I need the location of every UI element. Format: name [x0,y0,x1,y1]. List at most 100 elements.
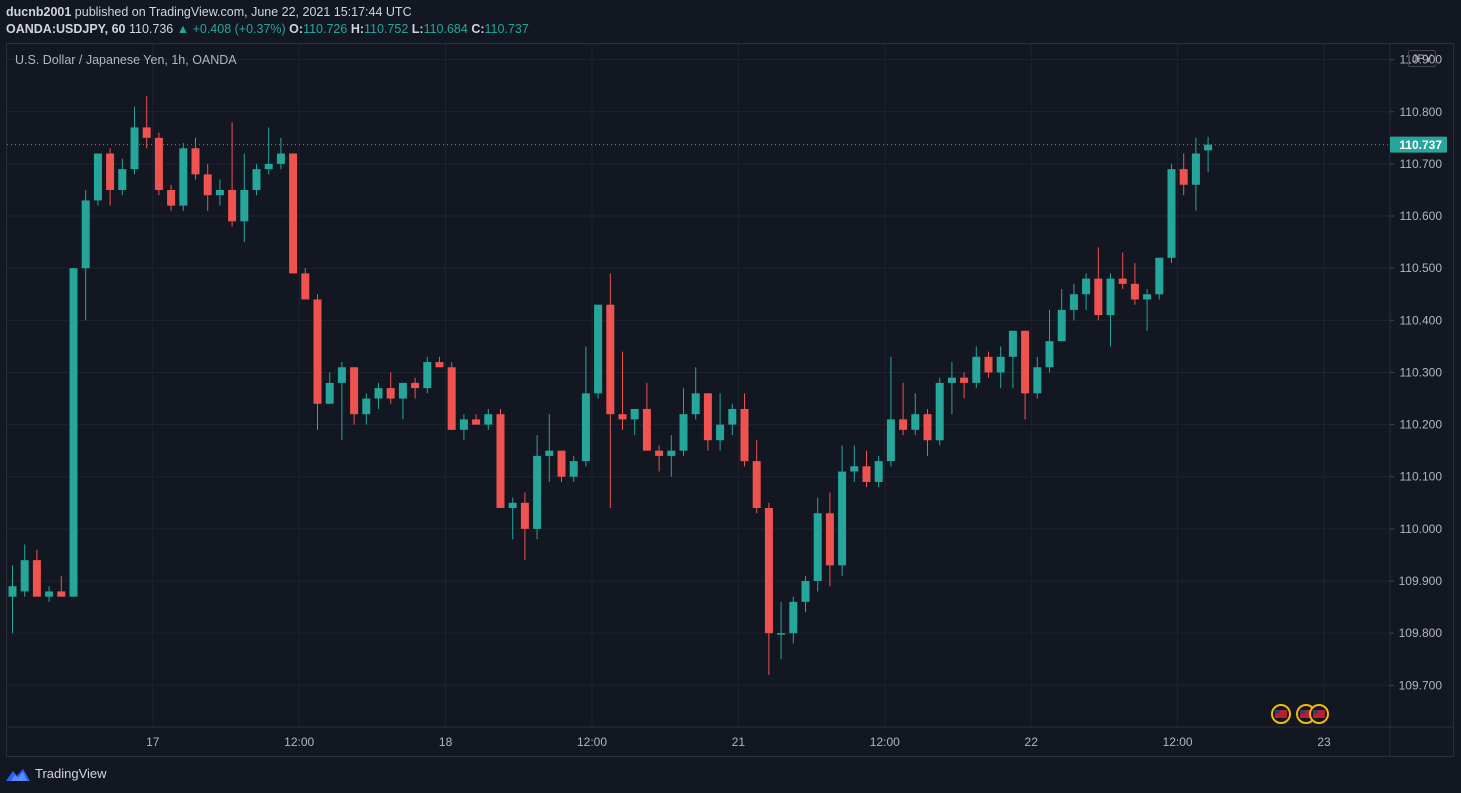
y-tick-label: 110.600 [1400,209,1443,223]
y-tick-label: 110.200 [1400,418,1443,432]
candle-body [545,450,554,456]
high-label: H: [350,22,365,36]
candle-body [813,513,822,582]
candle-body [655,450,664,456]
candle-body [1204,144,1213,151]
candle-body [313,299,322,404]
low-value: 110.684 [423,22,468,36]
candle-body [594,304,603,394]
publisher-name: ducnb2001 [6,5,72,19]
candle-body [1143,294,1152,300]
candle-body [533,455,542,529]
candle-body [167,189,176,206]
candle-body [154,137,163,190]
chart-panel[interactable] [6,43,1454,757]
y-tick-label: 110.800 [1400,105,1443,119]
candle-body [850,466,859,472]
candle-body [1191,153,1200,185]
candle-body [984,356,993,373]
high-value: 110.752 [364,22,409,36]
candle-body [459,419,468,430]
candle-body [276,153,285,164]
x-tick-label: 17 [146,735,160,749]
candle-body [1033,367,1042,394]
candle-body [1057,309,1066,342]
candle-body [1155,257,1164,295]
candle-body [911,414,920,430]
candle-body [106,153,115,190]
candle-body [874,461,883,482]
candle-body [935,382,944,441]
candle-body [923,414,932,441]
candle-body [740,408,749,462]
y-tick-label: 110.900 [1400,53,1443,67]
candle-body [435,362,444,368]
candle-body [801,581,810,602]
candle-body [825,513,834,566]
candle-body [716,424,725,441]
y-tick-label: 110.100 [1400,470,1443,484]
candle-body [374,388,383,399]
us-flag-canton [1275,710,1280,714]
candle-body [337,367,346,383]
candle-body [386,388,395,399]
open-label: O: [289,22,304,36]
candle-body [1069,294,1078,310]
candle-body [838,471,847,566]
candle-body [728,408,737,425]
candle-body [606,304,615,415]
low-label: L: [411,22,424,36]
us-flag-stripes [1313,710,1325,718]
candle-body [411,382,420,389]
candle-body [69,268,78,597]
candle-body [520,502,529,529]
candle-body [1021,330,1030,394]
candle-body [1106,278,1115,316]
candle-body [972,356,981,383]
candle-body [947,377,956,383]
candle-body [8,586,17,597]
candle-body [264,163,273,170]
series-legend[interactable]: U.S. Dollar / Japanese Yen, 1h, OANDA [15,53,237,67]
candle-body [350,367,359,415]
candle-body [764,508,773,634]
symbol-info-line: OANDA:USDJPY, 60 110.736 ▲ +0.408 (+0.37… [6,22,529,36]
currency-badge[interactable]: JPY [1408,50,1436,67]
candle-body [752,461,761,509]
candle-body [20,560,29,592]
candle-body [996,356,1005,373]
us-flag-stripes [1275,710,1287,718]
candle-body [57,591,66,597]
candle-body [618,414,627,420]
candle-body [179,148,188,206]
candle-body [423,362,432,389]
x-tick-label: 22 [1025,735,1039,749]
open-value: 110.726 [303,22,348,36]
candle-body [362,398,371,415]
last-price-badge [1390,136,1447,153]
us-flag-canton [1300,710,1305,714]
us-flag-stripes [1300,710,1312,718]
candle-body [130,127,139,170]
candle-body [1167,169,1176,258]
y-tick-label: 109.900 [1399,574,1443,588]
footer-brand[interactable]: TradingView [6,766,107,781]
candle-body [703,393,712,441]
x-tick-label: 12:00 [577,735,607,749]
close-label: C: [471,22,485,36]
x-tick-label: 21 [732,735,746,749]
us-flag-canton [1313,710,1318,714]
x-tick-label: 12:00 [870,735,900,749]
candle-body [679,414,688,451]
candle-body [899,419,908,430]
y-tick-label: 109.800 [1399,626,1443,640]
candle-body [630,408,639,420]
candle-body [191,148,200,175]
price-change: ▲ +0.408 (+0.37%) [176,22,286,36]
last-price: 110.736 [128,22,174,36]
candle-body [203,174,212,196]
candle-body [496,414,505,509]
candle-body [777,633,786,635]
y-tick-label: 110.000 [1400,522,1443,536]
